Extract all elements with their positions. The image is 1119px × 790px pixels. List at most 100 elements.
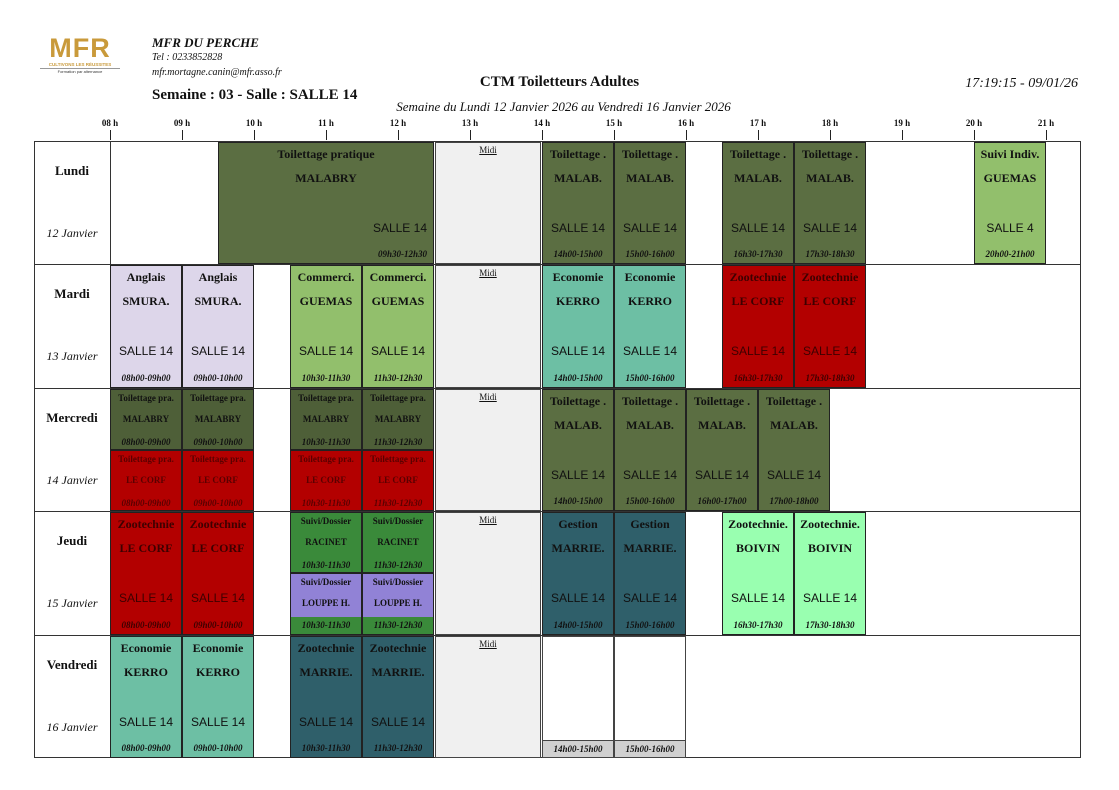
course-block[interactable]: Gestion MARRIE. SALLE 14 14h00-15h00 xyxy=(542,512,614,635)
course-block[interactable]: Toilettage pra. LE CORF 08h00-09h00 xyxy=(110,450,182,512)
course-title: Toilettage pra. xyxy=(370,392,426,403)
midi-break-cell: Midi xyxy=(435,142,541,265)
course-room: SALLE 14 xyxy=(118,714,174,729)
course-block[interactable]: Zootechnie MARRIE. SALLE 14 10h30-11h30 xyxy=(290,635,362,758)
course-teacher: RACINET xyxy=(305,537,347,548)
hour-label: 10 h xyxy=(245,118,263,128)
course-room: SALLE 14 xyxy=(622,344,678,359)
course-block[interactable]: Toilettage . MALAB. SALLE 14 15h00-16h00 xyxy=(614,388,686,512)
course-time: 10h30-11h30 xyxy=(291,616,361,634)
course-room: SALLE 14 xyxy=(372,221,427,235)
course-block[interactable]: Toilettage . MALAB. SALLE 14 14h00-15h00 xyxy=(542,388,614,512)
course-teacher: GUEMAS xyxy=(371,294,425,309)
course-block[interactable]: Zootechnie LE CORF SALLE 14 08h00-09h00 xyxy=(110,512,182,635)
course-time: 08h00-09h00 xyxy=(121,619,171,630)
course-block[interactable]: Suivi/Dossier RACINET 10h30-11h30 xyxy=(290,512,362,574)
course-block[interactable]: Suivi Indiv. GUEMAS SALLE 4 20h00-21h00 xyxy=(974,142,1046,265)
course-teacher: LE CORF xyxy=(378,475,418,485)
course-block[interactable]: Toilettage . MALAB. SALLE 14 17h30-18h30 xyxy=(794,142,866,265)
course-teacher: MALABRY xyxy=(374,413,422,424)
course-block[interactable]: Toilettage pra. MALABRY 08h00-09h00 xyxy=(110,388,182,450)
course-block[interactable]: Suivi/Dossier RACINET 11h30-12h30 xyxy=(362,512,434,574)
course-time: 15h00-16h00 xyxy=(625,249,675,260)
course-time: 17h00-18h00 xyxy=(769,496,819,507)
course-block[interactable]: Toilettage pra. LE CORF 10h30-11h30 xyxy=(290,450,362,512)
course-block[interactable]: Suivi/Dossier LOUPPE H. 10h30-11h30 xyxy=(290,573,362,635)
course-time: 11h30-12h30 xyxy=(373,742,423,753)
day-date: 14 Janvier xyxy=(46,472,98,487)
course-block[interactable]: Gestion MARRIE. SALLE 14 15h00-16h00 xyxy=(614,512,686,635)
hour-tick xyxy=(758,130,759,140)
course-block[interactable]: Commerci. GUEMAS SALLE 14 10h30-11h30 xyxy=(290,265,362,388)
course-room: SALLE 14 xyxy=(118,344,174,359)
course-room: SALLE 14 xyxy=(550,467,606,482)
course-teacher: KERRO xyxy=(555,294,600,309)
course-teacher: LE CORF xyxy=(803,294,857,309)
hour-tick xyxy=(830,130,831,140)
course-teacher: GUEMAS xyxy=(983,171,1037,185)
course-block[interactable]: Zootechnie MARRIE. SALLE 14 11h30-12h30 xyxy=(362,635,434,758)
hour-label: 17 h xyxy=(749,118,767,128)
course-block[interactable]: Toilettage . MALAB. SALLE 14 15h00-16h00 xyxy=(614,142,686,265)
course-teacher: KERRO xyxy=(123,664,168,679)
course-time: 11h30-12h30 xyxy=(373,498,423,509)
hour-label: 14 h xyxy=(533,118,551,128)
course-time: 15h00-16h00 xyxy=(625,372,675,383)
course-title: Toilettage pra. xyxy=(190,392,246,403)
hour-label: 15 h xyxy=(605,118,623,128)
course-block[interactable]: Toilettage . MALAB. SALLE 14 16h00-17h00 xyxy=(686,388,758,512)
course-time: 17h30-18h30 xyxy=(805,372,855,383)
day-date: 13 Janvier xyxy=(46,349,98,364)
course-time: 11h30-12h30 xyxy=(363,616,433,634)
course-block[interactable]: Toilettage . MALAB. SALLE 14 14h00-15h00 xyxy=(542,142,614,265)
course-block[interactable]: Toilettage pratique MALABRY SALLE 14 09h30-… xyxy=(218,142,434,265)
course-title: Toilettage pra. xyxy=(298,392,354,403)
course-title: Zootechnie. xyxy=(728,517,788,532)
course-room: SALLE 4 xyxy=(986,221,1034,235)
course-block[interactable]: Commerci. GUEMAS SALLE 14 11h30-12h30 xyxy=(362,265,434,388)
course-teacher: LE CORF xyxy=(306,475,346,485)
course-time: 14h00-15h00 xyxy=(553,619,603,630)
course-time: 08h00-09h00 xyxy=(121,436,171,447)
slot-time: 14h00-15h00 xyxy=(542,739,614,758)
course-teacher: LE CORF xyxy=(731,294,785,309)
course-block[interactable]: Zootechnie LE CORF SALLE 14 09h00-10h00 xyxy=(182,512,254,635)
course-title: Zootechnie xyxy=(801,270,859,285)
course-block[interactable]: Economie KERRO SALLE 14 14h00-15h00 xyxy=(542,265,614,388)
course-block[interactable]: Zootechnie. BOIVIN SALLE 14 16h30-17h30 xyxy=(722,512,794,635)
course-teacher: MALABRY xyxy=(295,171,357,185)
day-date: 15 Janvier xyxy=(46,596,98,611)
course-teacher: KERRO xyxy=(627,294,672,309)
row-divider xyxy=(34,634,1081,636)
course-block[interactable]: Zootechnie. BOIVIN SALLE 14 17h30-18h30 xyxy=(794,512,866,635)
row-divider xyxy=(34,264,1081,266)
course-block[interactable]: Anglais SMURA. SALLE 14 09h00-10h00 xyxy=(182,265,254,388)
course-block[interactable]: Zootechnie LE CORF SALLE 14 17h30-18h30 xyxy=(794,265,866,388)
course-block[interactable]: Toilettage pra. MALABRY 11h30-12h30 xyxy=(362,388,434,450)
course-block[interactable]: Economie KERRO SALLE 14 08h00-09h00 xyxy=(110,635,182,758)
course-title: Zootechnie. xyxy=(800,517,860,532)
course-time: 15h00-16h00 xyxy=(625,496,675,507)
course-title: Economie xyxy=(552,270,604,285)
course-title: Gestion xyxy=(558,517,598,532)
course-block[interactable]: Toilettage pra. LE CORF 09h00-10h00 xyxy=(182,450,254,512)
course-teacher: LOUPPE H. xyxy=(301,598,350,609)
course-title: Toilettage pra. xyxy=(118,392,174,403)
course-block[interactable]: Economie KERRO SALLE 14 15h00-16h00 xyxy=(614,265,686,388)
course-block[interactable]: Toilettage pra. MALABRY 09h00-10h00 xyxy=(182,388,254,450)
course-block[interactable]: Toilettage . MALAB. SALLE 14 16h30-17h30 xyxy=(722,142,794,265)
course-room: SALLE 14 xyxy=(550,344,606,359)
hour-tick xyxy=(902,130,903,140)
course-block[interactable]: Toilettage pra. MALABRY 10h30-11h30 xyxy=(290,388,362,450)
course-block[interactable]: Suivi/Dossier LOUPPE H. 11h30-12h30 xyxy=(362,573,434,635)
course-time: 10h30-11h30 xyxy=(301,498,351,509)
course-block[interactable]: Zootechnie LE CORF SALLE 14 16h30-17h30 xyxy=(722,265,794,388)
hour-tick xyxy=(614,130,615,140)
course-block[interactable]: Economie KERRO SALLE 14 09h00-10h00 xyxy=(182,635,254,758)
course-time: 10h30-11h30 xyxy=(301,372,351,383)
course-title: Toilettage . xyxy=(621,393,679,408)
course-block[interactable]: Toilettage . MALAB. SALLE 14 17h00-18h00 xyxy=(758,388,830,512)
course-title: Toilettage pra. xyxy=(370,454,426,464)
course-block[interactable]: Toilettage pra. LE CORF 11h30-12h30 xyxy=(362,450,434,512)
course-block[interactable]: Anglais SMURA. SALLE 14 08h00-09h00 xyxy=(110,265,182,388)
